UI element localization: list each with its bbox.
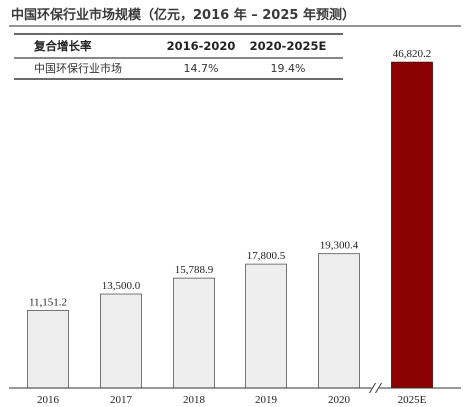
bar-2016: [27, 309, 69, 389]
cagr-header-label: 复合增长率: [33, 39, 92, 53]
value-label-2025E: 46,820.2: [393, 48, 432, 60]
x-tick-labels: 2016 2017 2018 2019 2020 2025E: [37, 394, 427, 406]
x-axis: [9, 382, 461, 394]
bar-2020: [318, 253, 360, 389]
cagr-table: 复合增长率 2016-2020 2020-2025E 中国环保行业市场 14.7…: [14, 33, 343, 80]
bar-2019: [245, 263, 287, 389]
cagr-row-label: 中国环保行业市场: [34, 61, 122, 75]
chart-title: 中国环保行业市场规模（亿元，2016 年 – 2025 年预测）: [11, 7, 355, 23]
x-tick-2018: 2018: [183, 394, 206, 406]
cagr-header-period-1: 2016-2020: [167, 39, 236, 53]
value-label-2019: 17,800.5: [247, 250, 286, 262]
bar-2017: [100, 293, 142, 389]
axis-break-mark-1: [369, 382, 376, 394]
cagr-row-value-1: 14.7%: [184, 62, 219, 75]
cagr-row-value-2: 19.4%: [271, 62, 306, 75]
x-tick-2020: 2020: [328, 394, 351, 406]
value-labels: 11,151.2 13,500.0 15,788.9 17,800.5 19,300.4…: [29, 48, 431, 308]
x-tick-2016: 2016: [37, 394, 60, 406]
x-tick-2019: 2019: [255, 394, 278, 406]
value-label-2018: 15,788.9: [175, 264, 214, 276]
value-label-2016: 11,151.2: [29, 296, 67, 308]
value-label-2020: 19,300.4: [320, 240, 359, 252]
bar-2025E: [391, 61, 433, 389]
cagr-header-period-2: 2020-2025E: [250, 39, 327, 53]
axis-break-mark-2: [375, 382, 382, 394]
bar-2018: [173, 277, 215, 389]
x-tick-2025E: 2025E: [398, 394, 427, 406]
x-tick-2017: 2017: [110, 394, 133, 406]
bars-layer: [27, 61, 433, 389]
value-label-2017: 13,500.0: [102, 280, 141, 292]
